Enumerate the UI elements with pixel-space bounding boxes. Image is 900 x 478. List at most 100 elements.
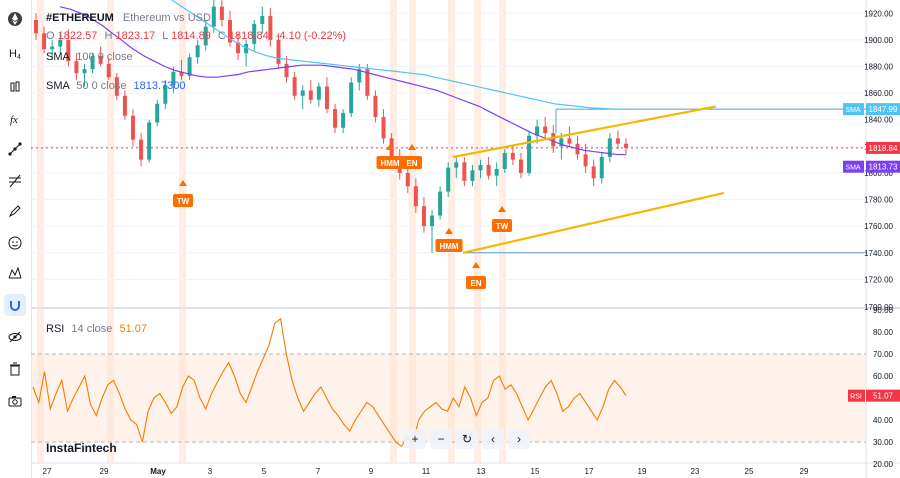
price-label-name: SMA [845, 107, 861, 114]
candle-body [179, 71, 184, 76]
time-tick-label: May [150, 467, 166, 476]
scroll-right-button[interactable]: › [508, 429, 530, 449]
rsi-tick-label: 70.00 [873, 350, 894, 359]
candle-body [236, 42, 241, 54]
emoji-icon[interactable] [4, 232, 26, 254]
candle-body [268, 15, 273, 40]
zoom-out-button[interactable]: − [430, 429, 452, 449]
candle-body [349, 82, 354, 114]
candle-body [486, 164, 491, 176]
candle-type-icon[interactable] [4, 76, 26, 98]
camera-icon[interactable] [4, 390, 26, 412]
trendline-icon[interactable] [4, 138, 26, 160]
legend-symbol[interactable]: #ETHEREUM [46, 12, 114, 24]
event-highlight-band [390, 0, 397, 463]
price-tick-label: 1880.00 [864, 63, 893, 72]
legend-sma50-row[interactable]: SMA 50 0 close 1813.7300 [46, 80, 186, 92]
candle-body [324, 86, 329, 110]
watermark: InstaFintech [46, 441, 117, 455]
candle-body [50, 46, 55, 50]
price-label-name: SMA [845, 165, 861, 172]
candle-body [454, 162, 459, 168]
legend-description: Ethereum vs USD [122, 12, 211, 24]
time-tick-label: 3 [208, 467, 213, 476]
rsi-label-name: RSI [850, 394, 862, 401]
time-tick-label: 23 [691, 467, 700, 476]
candle-body [219, 6, 224, 20]
event-arrow-icon [498, 206, 506, 212]
event-label: TW [496, 222, 509, 231]
pattern-icon[interactable] [4, 262, 26, 284]
candle-body [82, 69, 87, 74]
rsi-tick-label: 80.00 [873, 328, 894, 337]
event-highlight-band [107, 0, 114, 463]
eye-off-icon[interactable] [4, 326, 26, 348]
brush-icon[interactable] [4, 170, 26, 192]
trash-icon[interactable] [4, 358, 26, 380]
formula-icon[interactable]: fx [4, 108, 26, 130]
logo-icon[interactable] [4, 8, 26, 30]
candle-body [244, 43, 249, 54]
candle-body [341, 113, 346, 128]
sma100-line [170, 0, 626, 110]
candle-body [300, 90, 305, 96]
candle-body [106, 63, 111, 78]
candle-body [510, 153, 515, 160]
event-label: TW [177, 197, 190, 206]
candle-body [130, 115, 135, 140]
time-tick-label: 13 [477, 467, 486, 476]
event-highlight-band [409, 0, 416, 463]
legend-c-label: C [217, 30, 226, 42]
candle-body [421, 206, 426, 227]
legend-rsi-row[interactable]: RSI 14 close 51.07 [46, 323, 147, 335]
event-label: HMM [439, 242, 458, 251]
scroll-left-button[interactable]: ‹ [482, 429, 504, 449]
candle-body [535, 126, 540, 136]
event-arrow-icon [472, 262, 480, 268]
candle-body [187, 57, 192, 76]
legend-sma100-row[interactable]: SMA 100 0 close [46, 51, 133, 63]
candle-body [252, 23, 257, 44]
reset-view-button[interactable]: ↻ [456, 429, 478, 449]
candle-body [139, 139, 144, 160]
zoom-in-button[interactable]: + [404, 429, 426, 449]
chart-area[interactable]: TW HMM EN HMM TW EN 1720.00 1740.00 1760.00 1780.… [31, 0, 900, 478]
time-tick-label: 19 [638, 467, 647, 476]
pen-icon[interactable] [4, 200, 26, 222]
candle-body [502, 153, 507, 169]
time-tick-label: 29 [100, 467, 109, 476]
legend-sma100-params: 100 0 close [76, 51, 133, 63]
magnet-icon[interactable] [4, 294, 26, 316]
candle-body [607, 138, 612, 157]
legend-ohlc-row: O 1822.57 H 1823.17 L 1814.89 C 1818.84 … [46, 30, 346, 42]
price-tick-label: 1720.00 [864, 275, 893, 284]
candle-body [567, 138, 572, 144]
legend-sma50-params: 50 0 close [76, 80, 127, 92]
sma50-line [59, 6, 627, 156]
candle-body [163, 85, 168, 104]
price-tick-label: 1780.00 [864, 196, 893, 205]
candle-body [381, 117, 386, 139]
rsi-label-box [866, 389, 900, 402]
price-label-name-box [843, 160, 864, 173]
time-tick-label: 11 [422, 467, 431, 476]
event-arrow-icon [179, 180, 187, 186]
legend-l-label: L [162, 30, 169, 42]
candle-body [260, 15, 265, 24]
event-label-box [402, 156, 422, 169]
rsi-tick-label: 40.00 [873, 416, 894, 425]
price-label-value: 1813.73 [869, 163, 898, 172]
event-label-box [466, 276, 486, 289]
legend-o-label: O [46, 30, 55, 42]
legend-h-value: 1823.17 [115, 30, 156, 42]
time-tick-label: 25 [745, 467, 754, 476]
candle-body [284, 63, 289, 78]
time-tick-label: 27 [43, 467, 52, 476]
candle-body [462, 162, 467, 181]
candle-body [599, 156, 604, 179]
price-label-box [866, 141, 900, 154]
time-tick-label: 17 [585, 467, 594, 476]
event-arrow-icon [386, 144, 394, 150]
